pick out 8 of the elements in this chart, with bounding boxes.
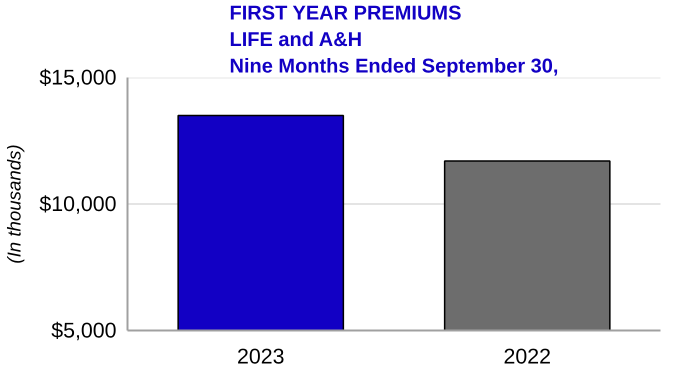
chart-title: FIRST YEAR PREMIUMS <box>230 2 462 25</box>
x-tick-label: 2022 <box>504 344 551 366</box>
y-axis-title: (In thousands) <box>3 144 24 264</box>
y-tick-label: $5,000 <box>51 318 117 342</box>
x-tick-label: 2023 <box>237 344 284 366</box>
y-tick-label: $10,000 <box>39 192 117 216</box>
chart-subtitle: LIFE and A&H Nine Months Ended September 30, <box>230 29 558 78</box>
y-tick-label: $15,000 <box>39 66 117 90</box>
